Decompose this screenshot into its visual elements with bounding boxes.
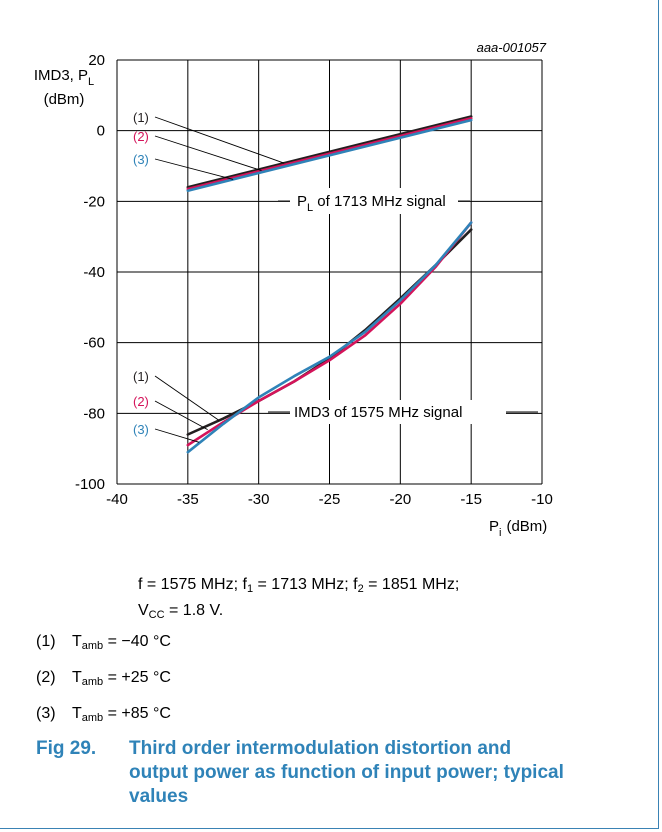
chart-leaders bbox=[154, 116, 538, 443]
chart: -40 -35 -30 -25 -20 -15 -10 20 0 -20 -40 -60 -80 -100… bbox=[34, 40, 553, 539]
leader-line bbox=[154, 116, 285, 164]
y-tick-label: -40 bbox=[83, 264, 105, 281]
legend-item-1: (1) Tamb = −40 °C bbox=[36, 633, 171, 652]
series-label: (3) bbox=[133, 422, 149, 437]
series-label: (3) bbox=[133, 152, 149, 167]
series-line-g1-1 bbox=[186, 115, 473, 189]
figure-title: Third order intermodulation distortion a… bbox=[129, 738, 564, 807]
legend-item-2: (2) Tamb = +25 °C bbox=[36, 669, 171, 688]
svg-text:IMD3 of 1575 MHz signal: IMD3 of 1575 MHz signal bbox=[294, 404, 462, 421]
legend-item-3: (3) Tamb = +85 °C bbox=[36, 705, 171, 724]
series-label: (1) bbox=[133, 369, 149, 384]
y-tick-label: 20 bbox=[88, 52, 105, 69]
svg-text:PL of 1713 MHz signal: PL of 1713 MHz signal bbox=[297, 193, 446, 214]
leader-line bbox=[154, 375, 220, 421]
x-tick-label: -30 bbox=[248, 491, 270, 508]
chart-series bbox=[186, 115, 473, 454]
group-label-imd3: IMD3 of 1575 MHz signal bbox=[290, 400, 506, 424]
y-tick-label: -80 bbox=[83, 405, 105, 422]
x-tick-label: -40 bbox=[106, 491, 128, 508]
series-label: (1) bbox=[133, 110, 149, 125]
y-axis-unit: (dBm) bbox=[44, 91, 85, 108]
leader-line bbox=[154, 400, 208, 430]
x-tick-label: -20 bbox=[389, 491, 411, 508]
series-labels: (1) (2) (3) (1) (2) (3) bbox=[133, 110, 149, 437]
y-tick-label: -60 bbox=[83, 335, 105, 352]
x-axis-label: Pi (dBm) bbox=[489, 518, 547, 539]
y-tick-label: -20 bbox=[83, 193, 105, 210]
leader-line bbox=[154, 135, 262, 172]
series-line-g2-3 bbox=[186, 221, 473, 454]
series-line-g1-2 bbox=[186, 117, 473, 191]
series-label: (2) bbox=[133, 129, 149, 144]
test-conditions: f = 1575 MHz; f1 = 1713 MHz; f2 = 1851 M… bbox=[138, 572, 568, 624]
y-axis-label: IMD3, PL bbox=[34, 67, 94, 88]
figure-number: Fig 29. bbox=[36, 738, 97, 759]
y-tick-label: -100 bbox=[75, 476, 105, 493]
y-tick-label: 0 bbox=[97, 123, 105, 140]
series-label: (2) bbox=[133, 394, 149, 409]
x-tick-label: -35 bbox=[177, 491, 199, 508]
group-label-pl: PL of 1713 MHz signal bbox=[290, 188, 458, 214]
chart-ticks: -40 -35 -30 -25 -20 -15 -10 20 0 -20 -40 -60 -80 -100 bbox=[75, 52, 553, 508]
conditions-line-1: f = 1575 MHz; f1 = 1713 MHz; f2 = 1851 M… bbox=[138, 576, 460, 595]
x-tick-label: -15 bbox=[460, 491, 482, 508]
x-tick-label: -25 bbox=[319, 491, 341, 508]
x-tick-label: -10 bbox=[531, 491, 553, 508]
chart-code: aaa-001057 bbox=[477, 40, 547, 55]
series-line-g1-3 bbox=[186, 118, 473, 192]
leader-line bbox=[154, 428, 200, 443]
leader-line bbox=[154, 158, 234, 180]
conditions-line-2: VCC = 1.8 V. bbox=[138, 602, 224, 621]
